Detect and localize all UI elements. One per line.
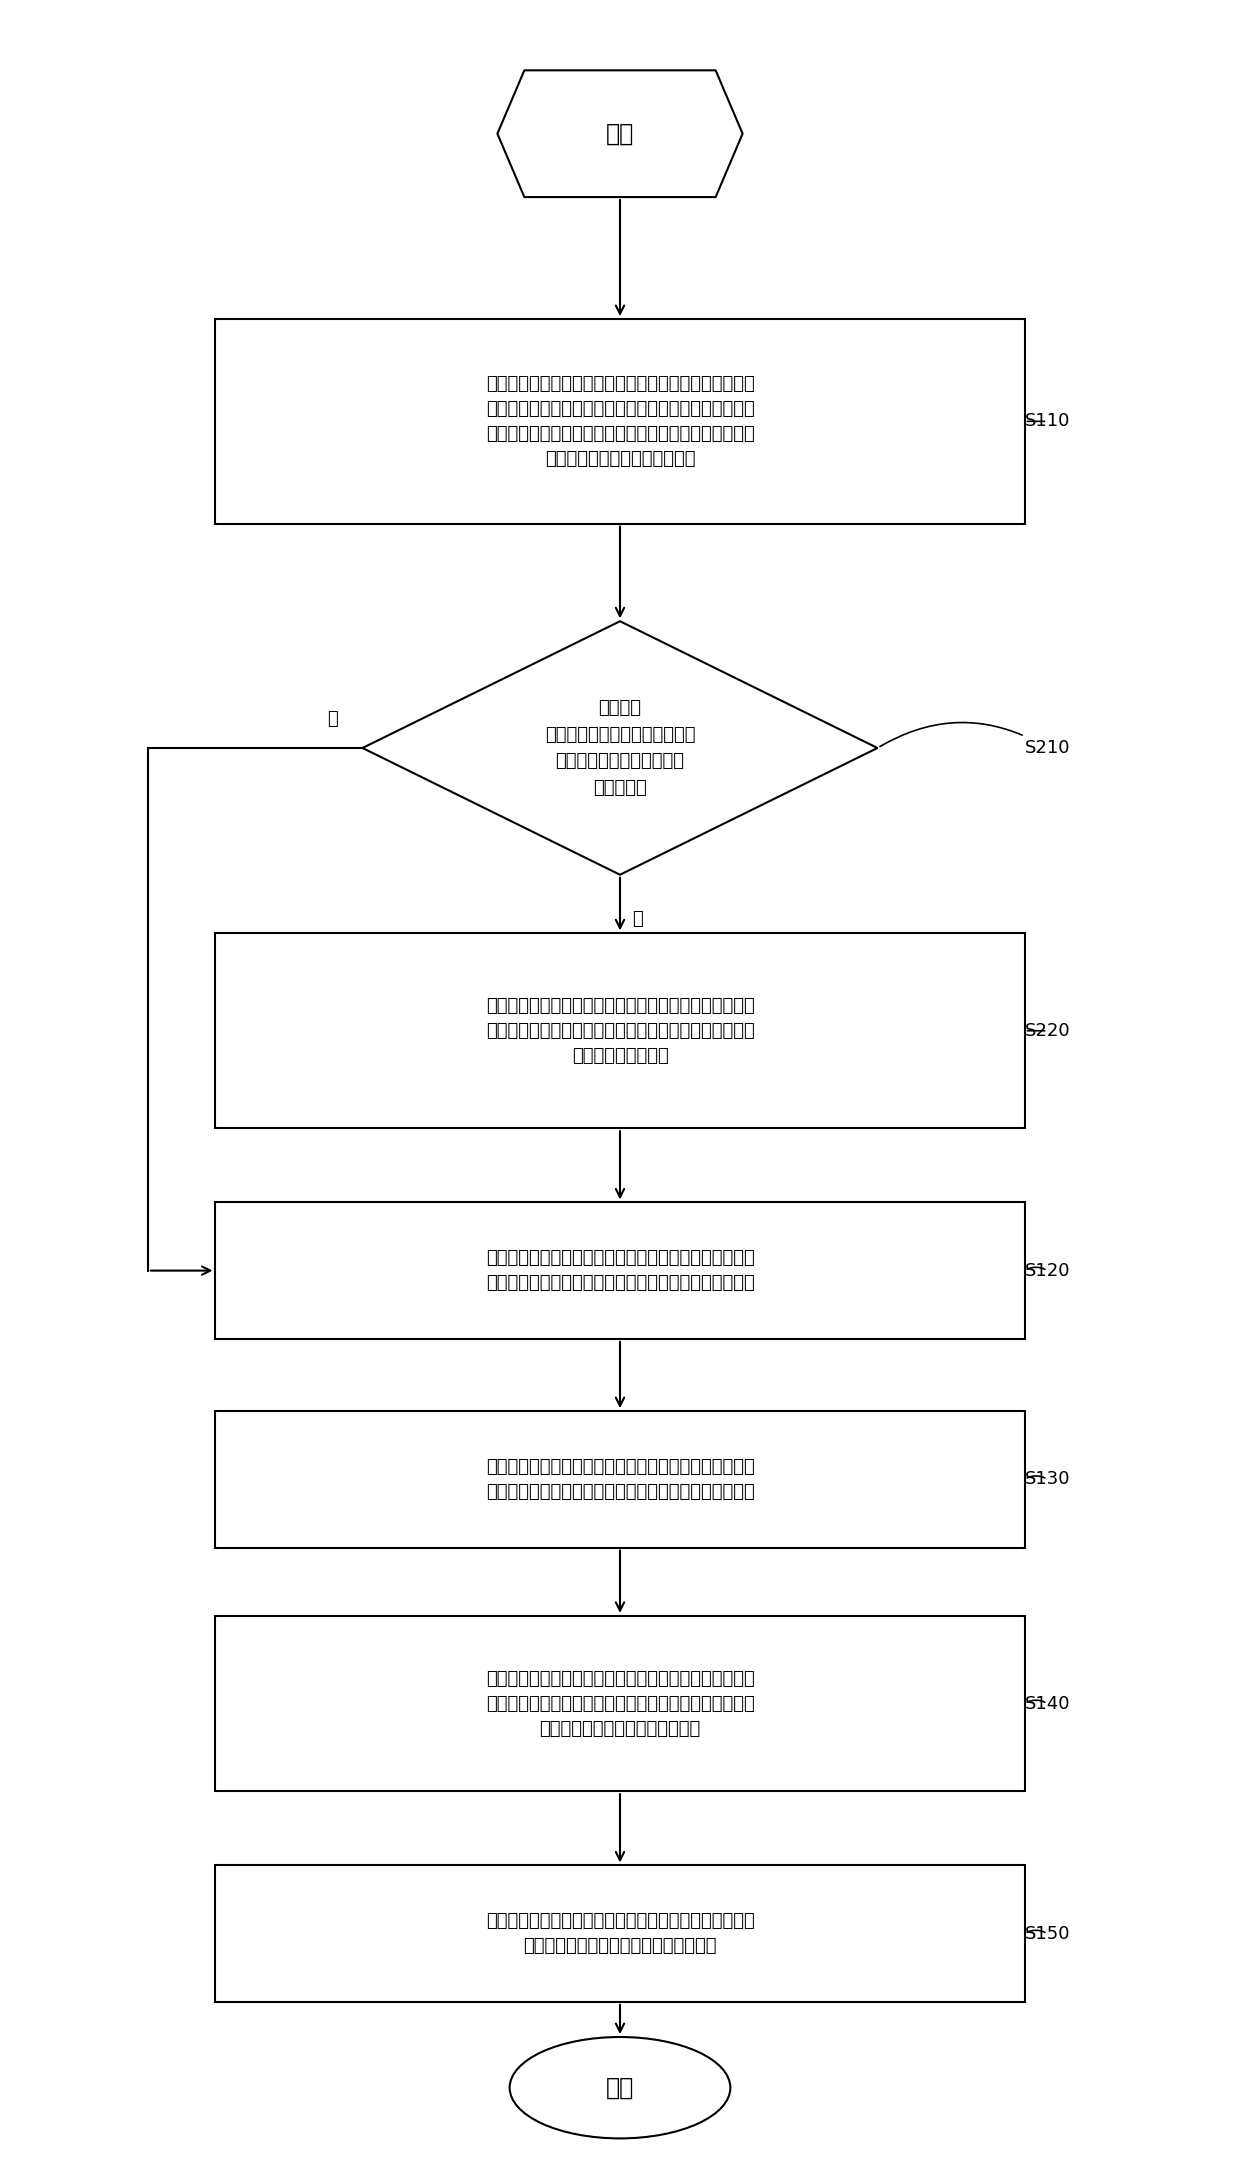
Text: 否: 否	[632, 909, 644, 928]
Text: 是: 是	[327, 710, 339, 728]
Text: 以建设区域的横向对边最大距离和竖向对边最大距离为基
准，将建设区域修补成矩形，并记录修补区域与修补前建
设区域的所有重合边: 以建设区域的横向对边最大距离和竖向对边最大距离为基 准，将建设区域修补成矩形，并…	[486, 997, 754, 1064]
FancyBboxPatch shape	[216, 1865, 1024, 2001]
Text: 根据横排排布光伏构件的数量以及竖排排布光伏构件的数
量，计算出建设区域上的光伏构件的数量: 根据横排排布光伏构件的数量以及竖排排布光伏构件的数 量，计算出建设区域上的光伏构…	[486, 1913, 754, 1956]
Text: 接收设计人员输入的光伏阳光房的基础参数和所述光伏构
件的型号，确定建设区域的边界距离、各个横向边长和各
个竖向边长，以及，所述光伏构件的横向尺寸、竖向尺寸
、横: 接收设计人员输入的光伏阳光房的基础参数和所述光伏构 件的型号，确定建设区域的边界…	[486, 376, 754, 469]
FancyBboxPatch shape	[216, 933, 1024, 1129]
FancyBboxPatch shape	[216, 320, 1024, 525]
Text: 根据横排排布光伏构件的数量以及竖排排布光伏构件的数
量，按照预设规则，对建设区域上的光伏构件进行排布，
生成建设区域上的光伏构件排布图: 根据横排排布光伏构件的数量以及竖排排布光伏构件的数 量，按照预设规则，对建设区域…	[486, 1669, 754, 1738]
Text: S150: S150	[1024, 1924, 1070, 1943]
Text: 开始: 开始	[606, 121, 634, 145]
Text: S140: S140	[1024, 1695, 1070, 1712]
Text: 根据建设区域的竖向边长和边界距离，以及，光伏构件的
竖向尺寸和竖向排布距离，计算竖排排布光伏构件的数量: 根据建设区域的竖向边长和边界距离，以及，光伏构件的 竖向尺寸和竖向排布距离，计算…	[486, 1457, 754, 1501]
FancyBboxPatch shape	[216, 1615, 1024, 1792]
Text: S130: S130	[1024, 1470, 1070, 1488]
FancyBboxPatch shape	[216, 1412, 1024, 1548]
Text: S210: S210	[880, 723, 1070, 758]
FancyBboxPatch shape	[216, 1203, 1024, 1339]
Text: 结束: 结束	[606, 2075, 634, 2101]
Text: S120: S120	[1024, 1261, 1070, 1280]
Text: 根据建设
区域的各个横向边长和各个竖向
边长，判断建设区域的图形
是否为矩形: 根据建设 区域的各个横向边长和各个竖向 边长，判断建设区域的图形 是否为矩形	[544, 700, 696, 797]
Text: S110: S110	[1024, 412, 1070, 430]
Polygon shape	[497, 71, 743, 196]
Polygon shape	[362, 622, 878, 874]
Text: S220: S220	[1024, 1021, 1070, 1041]
Text: 根据建设区域的横向边长和边界距离，以及，光伏构件的
横向尺寸和横向排布距离，计算横排排布光伏构件的数量: 根据建设区域的横向边长和边界距离，以及，光伏构件的 横向尺寸和横向排布距离，计算…	[486, 1250, 754, 1291]
Ellipse shape	[510, 2036, 730, 2137]
